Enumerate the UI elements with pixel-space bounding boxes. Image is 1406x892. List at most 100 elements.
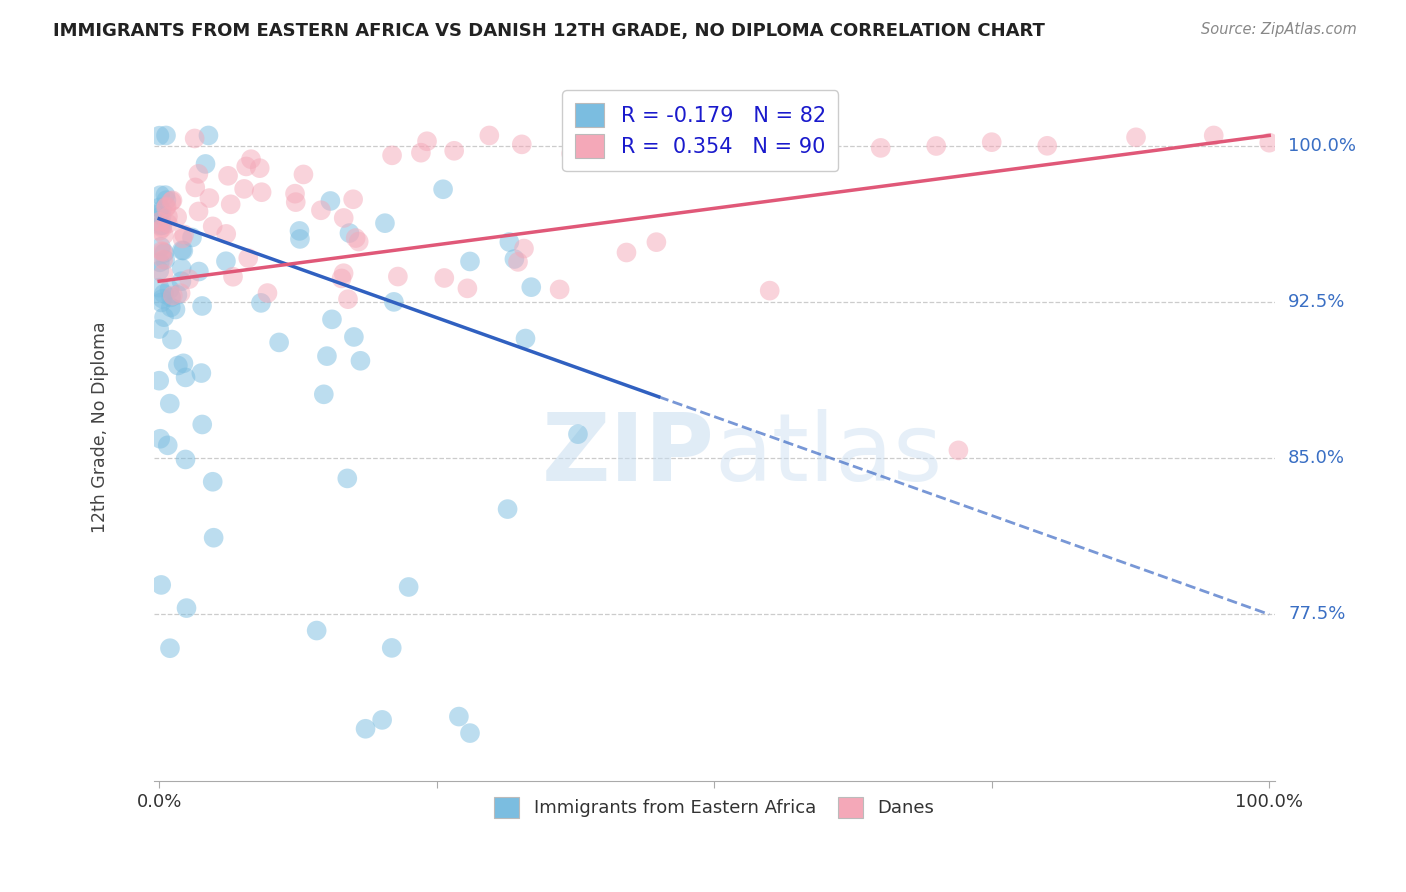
Point xyxy=(166,288,188,302)
Point xyxy=(235,160,257,174)
Point xyxy=(170,274,193,288)
Point xyxy=(349,353,371,368)
Point xyxy=(187,204,209,219)
Point xyxy=(456,281,478,295)
Point xyxy=(184,180,207,194)
Point xyxy=(433,271,456,285)
Text: atlas: atlas xyxy=(714,409,942,501)
Point xyxy=(337,292,360,306)
Text: 77.5%: 77.5% xyxy=(1288,606,1346,624)
Point xyxy=(150,219,173,233)
Point xyxy=(160,333,183,347)
Point xyxy=(948,443,970,458)
Point xyxy=(150,244,173,258)
Point xyxy=(1036,138,1059,153)
Point xyxy=(284,186,307,201)
Point xyxy=(1258,136,1281,150)
Point xyxy=(758,284,780,298)
Point xyxy=(167,359,190,373)
Point xyxy=(187,264,209,278)
Point xyxy=(347,235,370,249)
Point xyxy=(183,131,205,145)
Point xyxy=(330,271,353,285)
Point xyxy=(249,161,271,176)
Point xyxy=(148,128,170,143)
Point xyxy=(250,185,273,199)
Point xyxy=(616,245,638,260)
Point xyxy=(174,452,197,467)
Point xyxy=(925,139,948,153)
Point xyxy=(149,219,172,233)
Point xyxy=(191,299,214,313)
Point xyxy=(201,475,224,489)
Point xyxy=(150,209,173,223)
Point xyxy=(148,322,170,336)
Point xyxy=(238,251,260,265)
Point xyxy=(152,252,174,267)
Point xyxy=(159,282,181,296)
Point xyxy=(170,244,193,258)
Point xyxy=(153,246,176,260)
Point xyxy=(149,240,172,254)
Point xyxy=(173,227,195,242)
Point xyxy=(160,301,183,315)
Point xyxy=(758,143,780,157)
Point xyxy=(194,157,217,171)
Text: Source: ZipAtlas.com: Source: ZipAtlas.com xyxy=(1201,22,1357,37)
Point xyxy=(217,169,239,183)
Point xyxy=(292,168,315,182)
Point xyxy=(150,578,173,592)
Point xyxy=(148,281,170,295)
Point xyxy=(602,129,624,144)
Point xyxy=(160,194,183,209)
Point xyxy=(409,145,432,160)
Point xyxy=(548,282,571,296)
Point xyxy=(152,292,174,306)
Point xyxy=(332,211,354,225)
Point xyxy=(148,374,170,388)
Point xyxy=(152,244,174,259)
Point xyxy=(159,641,181,656)
Point xyxy=(215,254,238,268)
Point xyxy=(309,203,332,218)
Point xyxy=(181,230,204,244)
Point xyxy=(305,624,328,638)
Point xyxy=(155,128,177,143)
Point xyxy=(288,224,311,238)
Point xyxy=(166,210,188,224)
Point xyxy=(215,227,238,241)
Legend: Immigrants from Eastern Africa, Danes: Immigrants from Eastern Africa, Danes xyxy=(486,789,942,825)
Point xyxy=(149,432,172,446)
Point xyxy=(159,396,181,410)
Point xyxy=(153,227,176,242)
Point xyxy=(165,302,187,317)
Point xyxy=(155,188,177,202)
Point xyxy=(149,188,172,202)
Point xyxy=(172,244,194,258)
Point xyxy=(513,242,536,256)
Point xyxy=(503,252,526,266)
Point xyxy=(256,286,278,301)
Point xyxy=(156,217,179,231)
Point xyxy=(156,210,179,224)
Point xyxy=(332,266,354,280)
Point xyxy=(150,202,173,217)
Point xyxy=(515,332,537,346)
Point xyxy=(172,356,194,370)
Point xyxy=(148,201,170,215)
Point xyxy=(560,146,582,161)
Point xyxy=(153,310,176,325)
Text: 92.5%: 92.5% xyxy=(1288,293,1346,311)
Point xyxy=(354,722,377,736)
Point xyxy=(344,231,367,245)
Point xyxy=(174,370,197,384)
Point xyxy=(447,709,470,723)
Point xyxy=(814,128,837,143)
Point xyxy=(316,349,339,363)
Text: 85.0%: 85.0% xyxy=(1288,450,1346,467)
Point xyxy=(219,197,242,211)
Point xyxy=(339,226,361,240)
Point xyxy=(162,288,184,302)
Point xyxy=(458,254,481,268)
Point xyxy=(148,207,170,221)
